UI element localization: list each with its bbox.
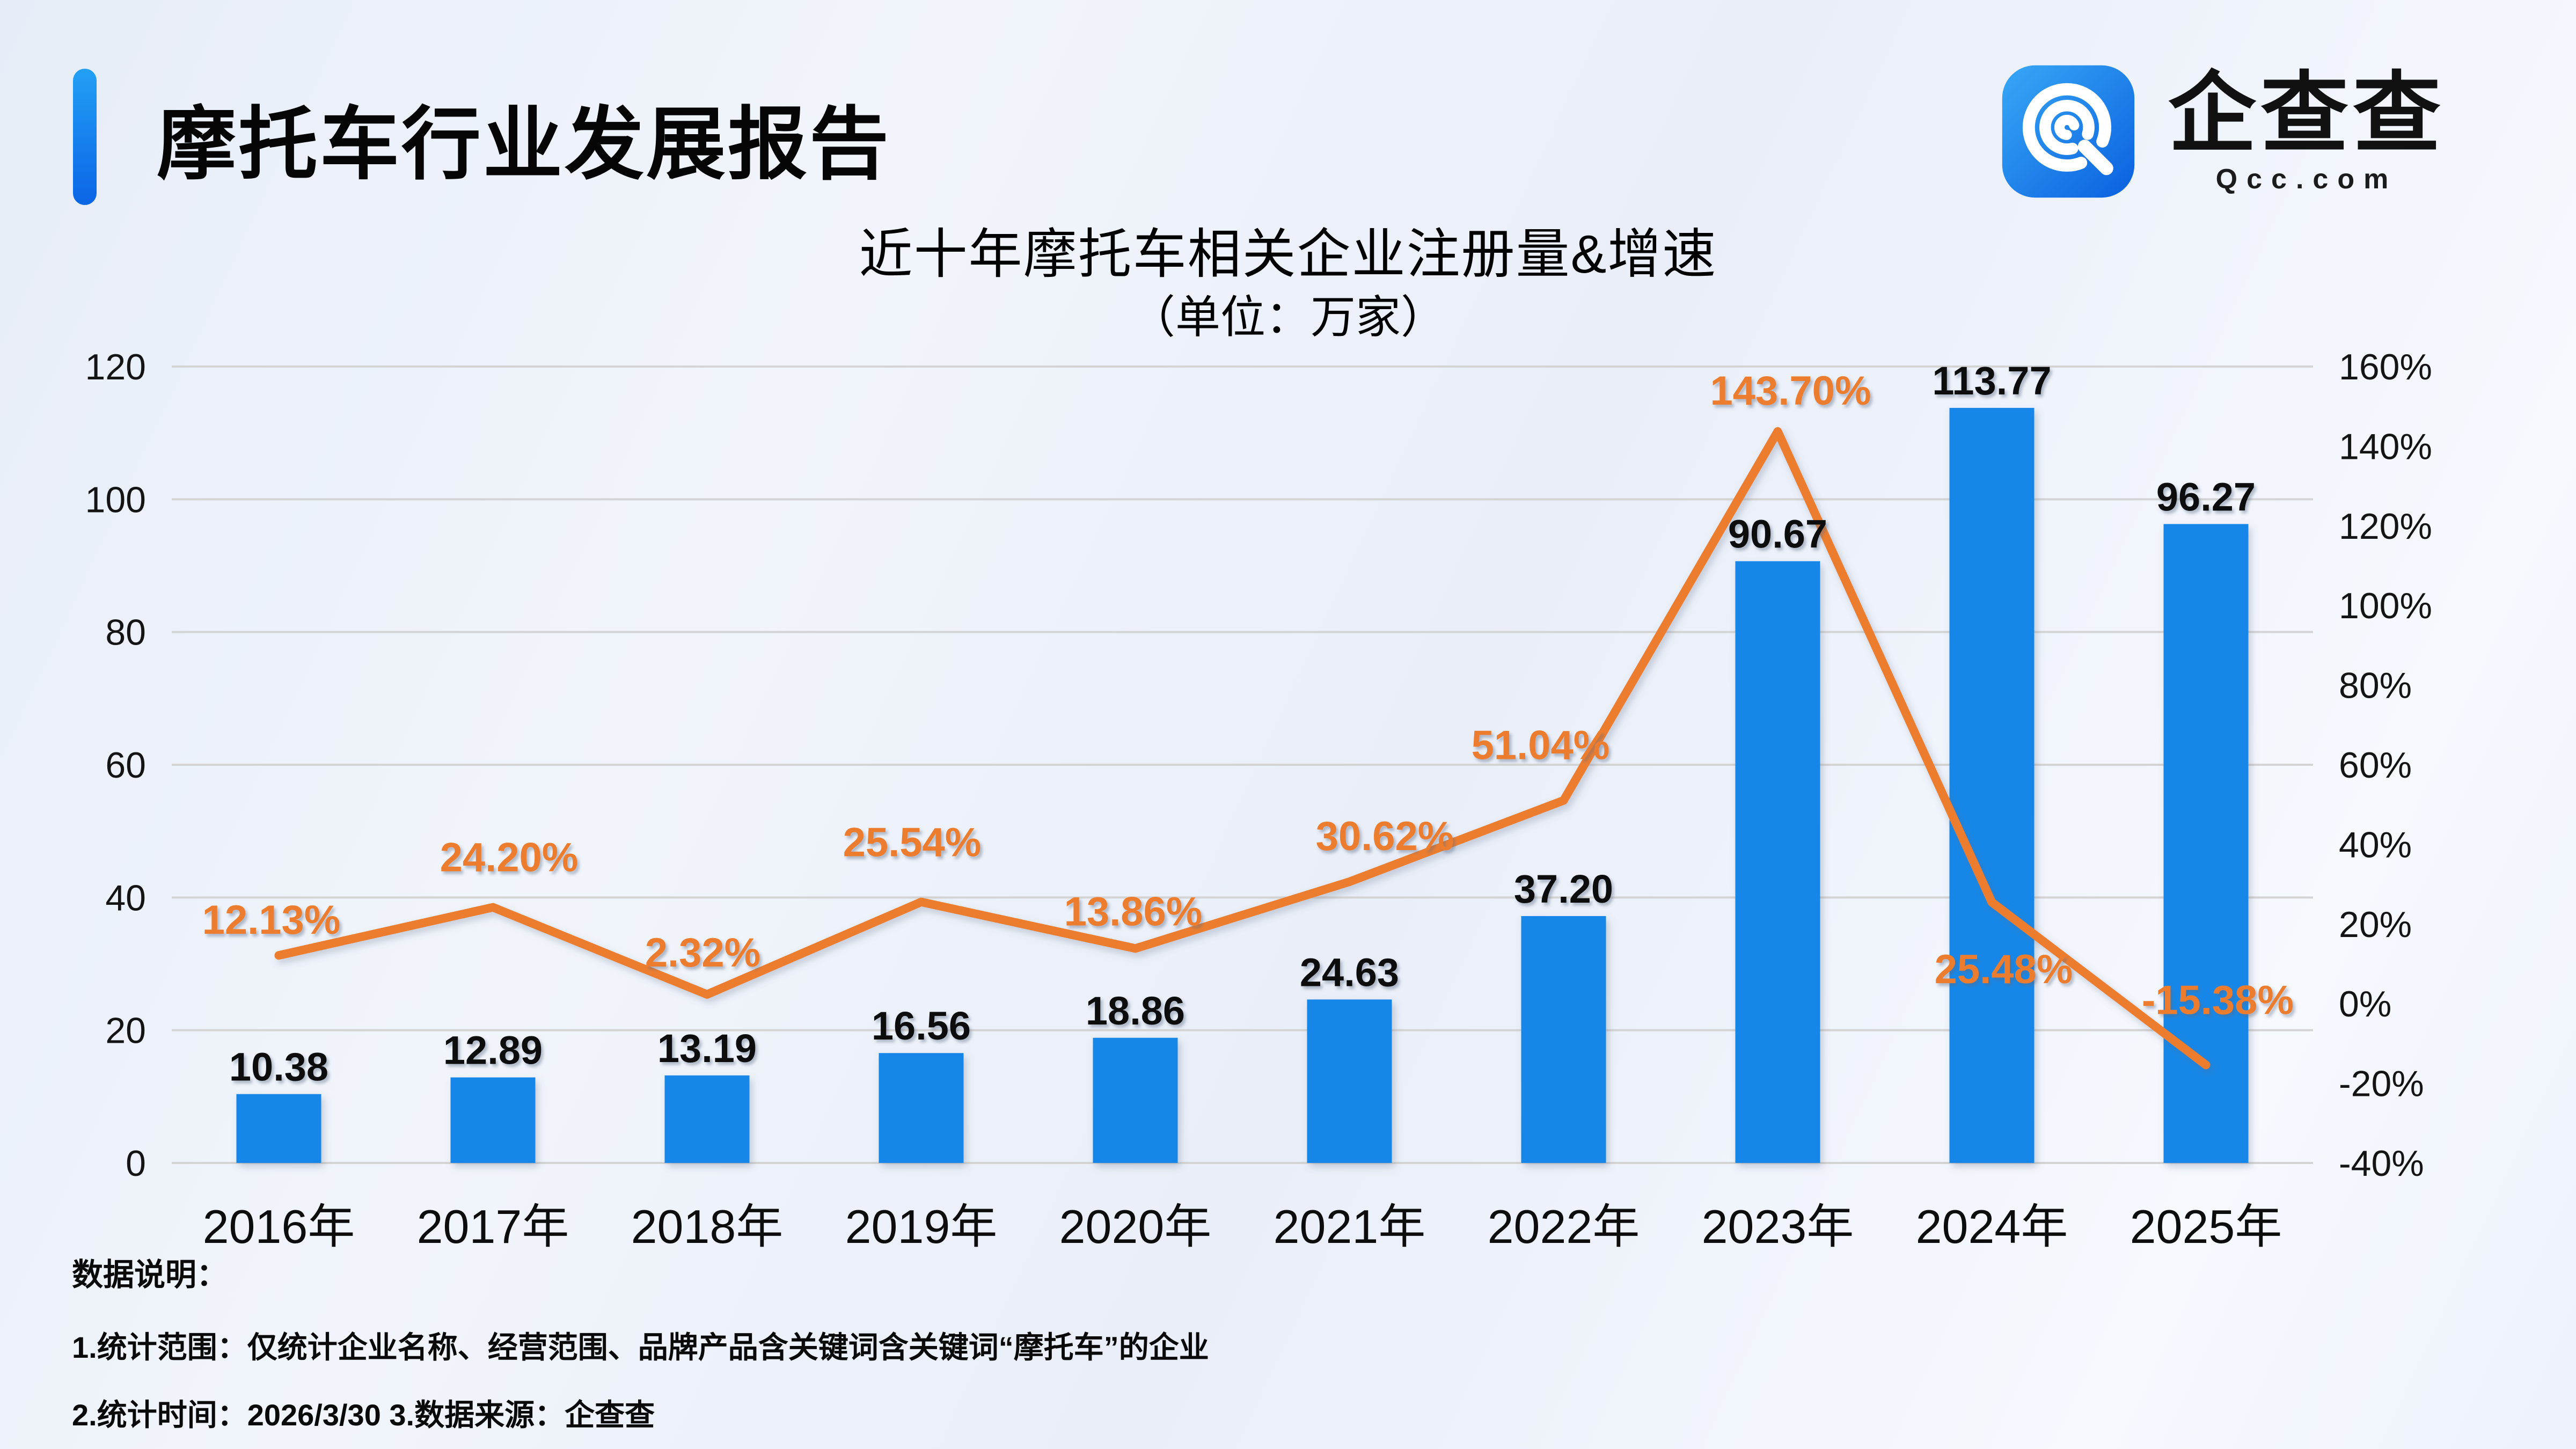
x-label-2020年: 2020年 [1059, 1200, 1212, 1253]
right-tick--40%: -40% [2339, 1143, 2424, 1184]
bar-2017年 [450, 1077, 536, 1163]
bar-label-2018年: 13.19 [657, 1026, 757, 1071]
growth-label-2022年: 51.04% [1472, 722, 1610, 768]
bar-2021年 [1307, 999, 1392, 1163]
growth-label-2024年: 25.48% [1935, 947, 2073, 992]
right-tick--20%: -20% [2339, 1064, 2424, 1104]
growth-label-2020年: 13.86% [1064, 889, 1203, 934]
right-tick-160%: 160% [2339, 347, 2432, 387]
chart-title: 近十年摩托车相关企业注册量&增速 [859, 224, 1717, 284]
right-tick-140%: 140% [2339, 426, 2432, 467]
growth-label-2017年: 24.20% [440, 835, 579, 881]
left-tick-120: 120 [85, 347, 146, 387]
bar-label-2016年: 10.38 [229, 1045, 328, 1089]
x-label-2017年: 2017年 [417, 1200, 569, 1253]
qcc-logo-text: 企查查 Qcc.com [2168, 64, 2446, 195]
logo-name: 企查查 [2168, 64, 2446, 163]
right-tick-120%: 120% [2339, 506, 2432, 547]
left-tick-100: 100 [85, 479, 146, 520]
logo-q-tail [2077, 140, 2113, 175]
logo-domain: Qcc.com [2215, 164, 2398, 195]
bar-2025年 [2163, 524, 2249, 1163]
growth-label-2025年: -15.38% [2142, 977, 2294, 1023]
growth-label-2023年: 143.70% [1710, 368, 1871, 414]
logo-q-glyph [2022, 83, 2113, 175]
growth-label-2016年: 12.13% [202, 897, 341, 943]
x-label-2025年: 2025年 [2130, 1200, 2282, 1253]
bar-label-2023年: 90.67 [1728, 512, 1827, 557]
logo-q-center-c [2054, 114, 2080, 140]
bar-2019年 [879, 1053, 964, 1163]
notes-heading: 数据说明： [72, 1257, 228, 1292]
bar-label-2022年: 37.20 [1514, 867, 1613, 911]
bar-label-2019年: 16.56 [872, 1004, 971, 1048]
x-label-2018年: 2018年 [631, 1200, 784, 1253]
right-tick-80%: 80% [2339, 665, 2412, 706]
line-value-labels: 12.13% 24.20% 2.32% 25.54% 13.86% 30.62% 51.04… [202, 368, 2294, 1023]
growth-label-2021年: 30.62% [1316, 814, 1454, 859]
x-label-2019年: 2019年 [845, 1200, 998, 1253]
x-label-2022年: 2022年 [1488, 1200, 1640, 1253]
bar-label-2020年: 18.86 [1086, 989, 1185, 1033]
bar-2022年 [1521, 916, 1606, 1163]
notes-line1: 1.统计范围：仅统计企业名称、经营范围、品牌产品含关键词含关键词“摩托车”的企业 [72, 1330, 1209, 1364]
bar-value-labels: 10.38 12.89 13.19 16.56 18.86 24.63 37.20 90.67… [229, 358, 2256, 1089]
x-label-2023年: 2023年 [1702, 1200, 1854, 1253]
growth-label-2018年: 2.32% [645, 930, 761, 976]
left-tick-40: 40 [105, 877, 146, 918]
left-tick-0: 0 [126, 1143, 146, 1184]
chart-subtitle: （单位：万家） [1130, 292, 1446, 342]
bar-2016年 [236, 1094, 321, 1163]
title-accent-bar [73, 69, 97, 205]
bar-2020年 [1093, 1037, 1178, 1163]
bar-series [236, 408, 2249, 1163]
bar-2024年 [1949, 408, 2035, 1163]
bar-2018年 [664, 1075, 750, 1163]
x-label-2024年: 2024年 [1916, 1200, 2068, 1253]
x-label-2016年: 2016年 [203, 1200, 355, 1253]
right-tick-20%: 20% [2339, 904, 2412, 945]
x-label-2021年: 2021年 [1274, 1200, 1426, 1253]
growth-label-2019年: 25.54% [843, 820, 982, 866]
qcc-logo-icon [2002, 65, 2135, 198]
bar-label-2024年: 113.77 [1932, 358, 2051, 403]
right-tick-0%: 0% [2339, 984, 2391, 1024]
left-tick-60: 60 [105, 745, 146, 786]
right-tick-60%: 60% [2339, 745, 2412, 786]
line-series [274, 427, 2211, 1070]
right-tick-40%: 40% [2339, 824, 2412, 865]
page-title: 摩托车行业发展报告 [157, 100, 891, 189]
left-axis-ticks: 120 100 80 60 40 20 0 [85, 347, 146, 1184]
x-axis-labels: 2016年 2017年 2018年 2019年 2020年 2021年 2022年 2023年… [203, 1200, 2282, 1253]
qcc-logo: 企查查 Qcc.com [2000, 63, 2445, 200]
left-tick-80: 80 [105, 612, 146, 653]
notes-line2: 2.统计时间：2026/3/30 3.数据来源：企查查 [72, 1398, 655, 1432]
bar-label-2021年: 24.63 [1300, 950, 1399, 994]
logo-q-middle-ring [2039, 99, 2095, 155]
right-tick-100%: 100% [2339, 586, 2432, 626]
bar-label-2025年: 96.27 [2156, 474, 2256, 519]
bar-2023年 [1735, 561, 1820, 1163]
growth-line [274, 427, 2211, 1070]
left-tick-20: 20 [105, 1011, 146, 1051]
bar-label-2017年: 12.89 [443, 1028, 543, 1073]
logo-q-outer-ring [2022, 83, 2112, 172]
right-axis-ticks: 160% 140% 120% 100% 80% 60% 40% 20% 0% -20% -40% [2339, 347, 2432, 1184]
